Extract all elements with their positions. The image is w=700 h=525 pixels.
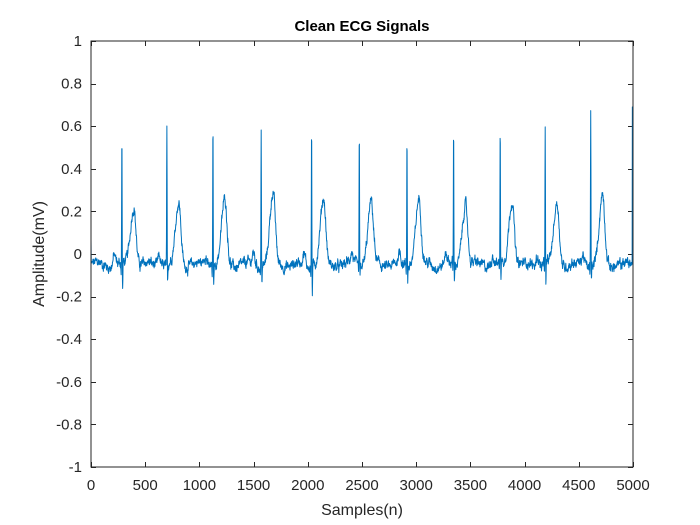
- y-tick-label: -0.2: [56, 289, 82, 306]
- y-tick-label: -0.8: [56, 416, 82, 433]
- x-tick-label: 1000: [183, 477, 216, 494]
- y-tick-label: -0.6: [56, 374, 82, 391]
- y-tick-label: 0.2: [61, 203, 82, 220]
- x-tick-label: 4000: [508, 477, 541, 494]
- x-tick-label: 1500: [237, 477, 270, 494]
- y-tick-label: 0.6: [61, 118, 82, 135]
- plot-area: [91, 41, 633, 467]
- chart-title: Clean ECG Signals: [294, 18, 429, 35]
- y-tick-label: 0.8: [61, 76, 82, 93]
- ecg-signal-line: [90, 106, 634, 297]
- tick-marks: [91, 41, 634, 468]
- x-tick-labels: 0 500 1000 1500 2000 2500 3000 3500 4000 4500 5000: [87, 477, 650, 494]
- x-tick-label: 3000: [400, 477, 433, 494]
- x-tick-label: 0: [87, 477, 95, 494]
- x-tick-label: 2500: [345, 477, 378, 494]
- x-tick-label: 2000: [291, 477, 324, 494]
- x-tick-label: 5000: [616, 477, 649, 494]
- y-tick-label: 0: [74, 246, 82, 263]
- y-tick-label: 0.4: [61, 161, 82, 178]
- x-tick-label: 4500: [562, 477, 595, 494]
- plot-axes-box: [90, 40, 634, 468]
- y-tick-label: -0.4: [56, 331, 82, 348]
- y-tick-labels: -1 -0.8 -0.6 -0.4 -0.2 0 0.2 0.4 0.6 0.8 1: [56, 33, 82, 476]
- y-axis-label: Amplitude(mV): [31, 201, 48, 307]
- x-tick-label: 500: [133, 477, 158, 494]
- y-tick-label: 1: [74, 33, 82, 50]
- x-axis-label: Samples(n): [321, 502, 403, 519]
- y-tick-label: -1: [69, 459, 82, 476]
- x-tick-label: 3500: [454, 477, 487, 494]
